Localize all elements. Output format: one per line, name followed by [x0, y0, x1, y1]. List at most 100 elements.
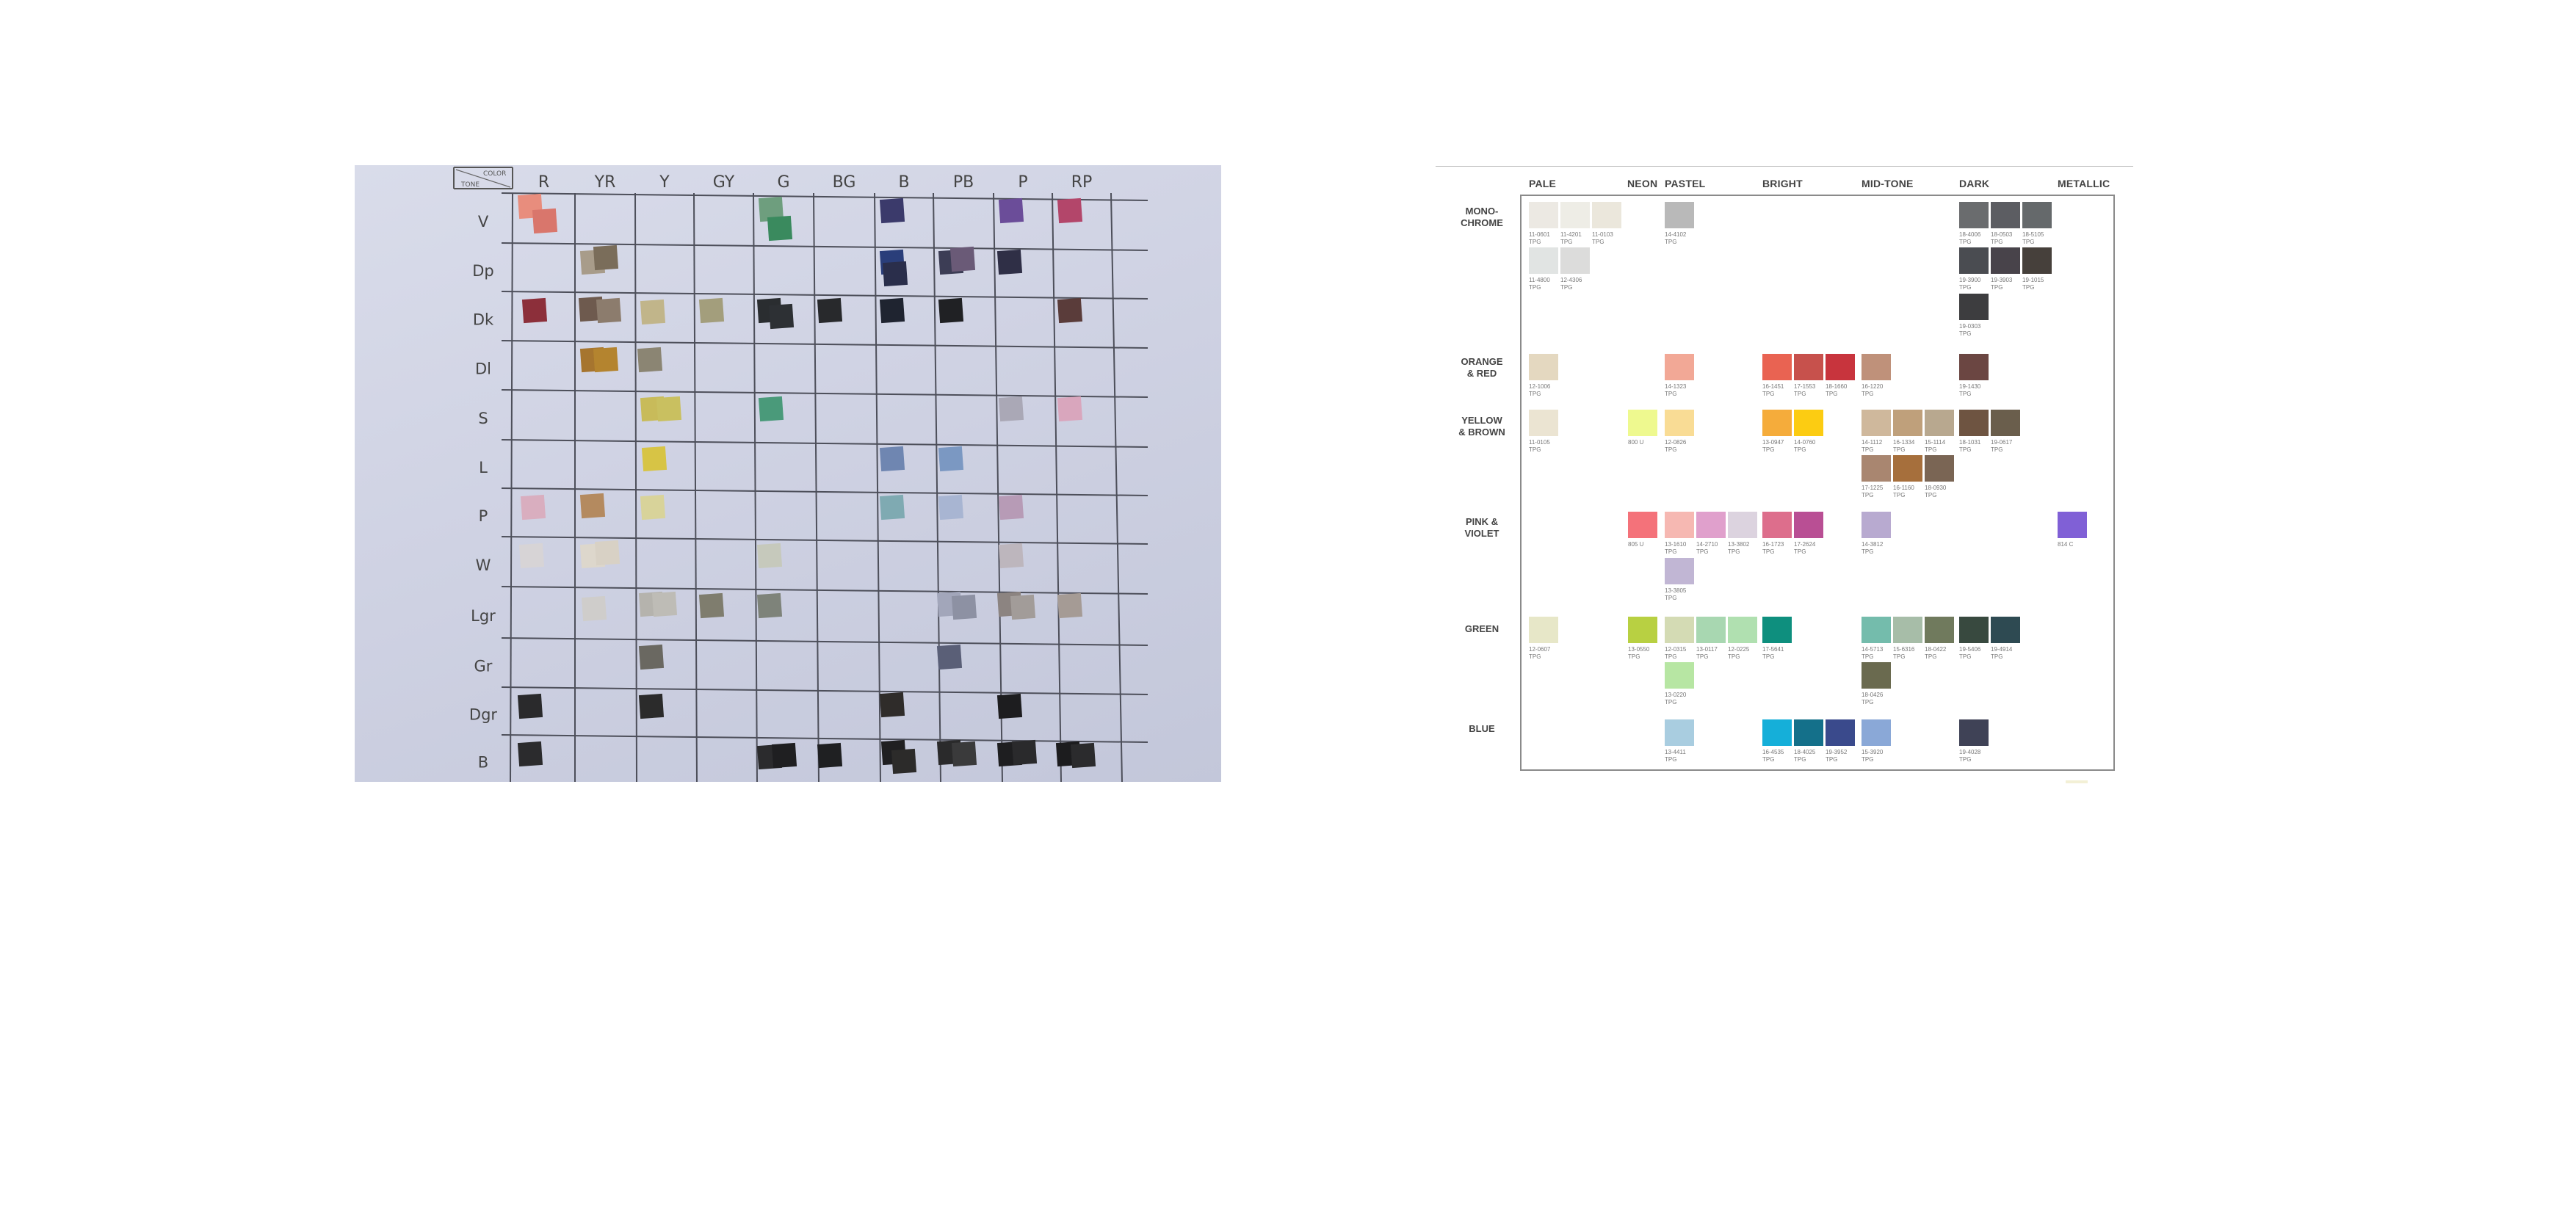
color-swatch [1959, 294, 1989, 320]
swatch-code-label: 18-4025 TPG [1794, 749, 1815, 763]
color-swatch [1665, 410, 1694, 436]
swatch-code: 14-5713 [1862, 646, 1884, 653]
swatch-code-label: 16-1220 TPG [1862, 383, 1883, 398]
grid-row-line [501, 686, 1148, 695]
swatch-code-label: 19-3903 TPG [1991, 277, 2012, 291]
row-header-orange-red: ORANGE & RED [1449, 356, 1515, 380]
swatch-suffix: TPG [1794, 756, 1806, 763]
column-header-pastel: PASTEL [1665, 178, 1706, 189]
grid-column-line [933, 192, 941, 782]
swatch-suffix: TPG [1826, 391, 1838, 397]
color-swatch [1794, 410, 1823, 436]
swatch-code-label: 18-1031 TPG [1959, 439, 1980, 454]
swatch-code-label: 13-1610 TPG [1665, 541, 1686, 556]
paper-color-chip [640, 299, 666, 325]
swatch-suffix: TPG [1893, 653, 1906, 660]
photo-row-label: Dgr [469, 706, 498, 724]
row-header-line: GREEN [1464, 623, 1499, 634]
color-swatch [1925, 455, 1954, 482]
photo-column-label: G [777, 173, 789, 192]
swatch-suffix: TPG [1794, 548, 1806, 555]
swatch-code: 18-1031 [1959, 439, 1981, 446]
color-swatch [1862, 455, 1891, 482]
swatch-code: 14-1323 [1665, 383, 1687, 390]
swatch-code: 17-1553 [1794, 383, 1816, 390]
row-header-green: GREEN [1449, 623, 1515, 635]
swatch-suffix: TPG [1862, 653, 1874, 660]
swatch-suffix: TPG [1529, 239, 1541, 245]
row-header-yellow-brown: YELLOW & BROWN [1449, 415, 1515, 438]
swatch-suffix: TPG [1794, 391, 1806, 397]
paper-color-chip [521, 297, 548, 324]
swatch-suffix: TPG [1762, 756, 1775, 763]
swatch-code-label: 11-0105 TPG [1529, 439, 1550, 454]
swatch-code-label: 11-4201 TPG [1560, 231, 1582, 246]
swatch-code-label: 18-0503 TPG [1991, 231, 2012, 246]
swatch-suffix: TPG [1862, 699, 1874, 706]
swatch-suffix: TPG [1959, 653, 1972, 660]
photo-column-label: GY [713, 173, 735, 192]
paper-color-chip [768, 303, 795, 330]
color-swatch [1592, 202, 1621, 228]
swatch-code: 15-1114 [1925, 439, 1946, 446]
color-swatch [1628, 617, 1657, 643]
swatch-code: 17-2624 [1794, 541, 1816, 548]
swatch-code: 11-0601 [1529, 231, 1550, 238]
color-swatch [1529, 617, 1558, 643]
swatch-suffix: TPG [1560, 284, 1573, 291]
paper-color-chip [949, 246, 976, 272]
swatch-code-label: 13-0947 TPG [1762, 439, 1784, 454]
paper-color-chip [758, 396, 784, 422]
swatch-suffix: TPG [1862, 446, 1874, 453]
top-divider [1436, 166, 2133, 167]
color-swatch [1862, 354, 1891, 380]
paper-color-chip [532, 208, 558, 234]
paper-color-chip [951, 741, 977, 767]
swatch-suffix: TPG [1991, 239, 2003, 245]
swatch-suffix: TPG [1665, 699, 1677, 706]
swatch-code-label: 19-0617 TPG [1991, 439, 2012, 454]
grid-column-line [1110, 192, 1123, 782]
color-swatch [2058, 512, 2087, 538]
swatch-code-label: 805 U [1628, 541, 1643, 548]
paper-color-chip [998, 543, 1024, 569]
paper-color-chip [951, 594, 977, 620]
photo-row-label: Dp [472, 262, 494, 280]
paper-color-chip [517, 741, 543, 767]
swatch-suffix: TPG [1893, 492, 1906, 498]
photo-column-label: Y [659, 173, 670, 192]
paper-color-chip [767, 215, 793, 242]
swatch-suffix: TPG [1959, 284, 1972, 291]
grid-column-line [693, 192, 698, 782]
color-swatch [1862, 662, 1891, 689]
color-swatch [1826, 719, 1855, 746]
swatch-code-label: 17-2624 TPG [1794, 541, 1815, 556]
swatch-code: 13-1610 [1665, 541, 1687, 548]
swatch-code-label: 13-0550 TPG [1628, 646, 1649, 661]
swatch-code: 12-1006 [1529, 383, 1551, 390]
paper-color-chip [1010, 594, 1036, 620]
paper-color-chip [640, 494, 666, 520]
grid-row-line [501, 389, 1148, 398]
swatch-suffix: TPG [1925, 492, 1937, 498]
column-header-midtone: MID-TONE [1862, 178, 1914, 189]
row-header-pink-violet: PINK & VIOLET [1449, 516, 1515, 540]
paper-color-chip [756, 543, 783, 569]
paper-color-chip [882, 261, 908, 287]
swatch-suffix: TPG [1959, 756, 1972, 763]
color-swatch [1665, 202, 1694, 228]
swatch-code-label: 13-0117 TPG [1696, 646, 1718, 661]
swatch-code: 18-0426 [1862, 692, 1884, 698]
swatch-code: 11-4800 [1529, 277, 1550, 283]
swatch-code: 19-1015 [2022, 277, 2044, 283]
color-swatch [1959, 247, 1989, 274]
swatch-suffix: TPG [1665, 653, 1677, 660]
swatch-code: 18-0503 [1991, 231, 2013, 238]
color-swatch [1925, 617, 1954, 643]
photo-row-label: P [479, 507, 488, 525]
swatch-code: 19-0617 [1991, 439, 2013, 446]
photo-row-label: W [476, 556, 491, 574]
swatch-code: 18-5105 [2022, 231, 2044, 238]
swatch-code-label: 800 U [1628, 439, 1643, 446]
color-swatch [2022, 202, 2052, 228]
